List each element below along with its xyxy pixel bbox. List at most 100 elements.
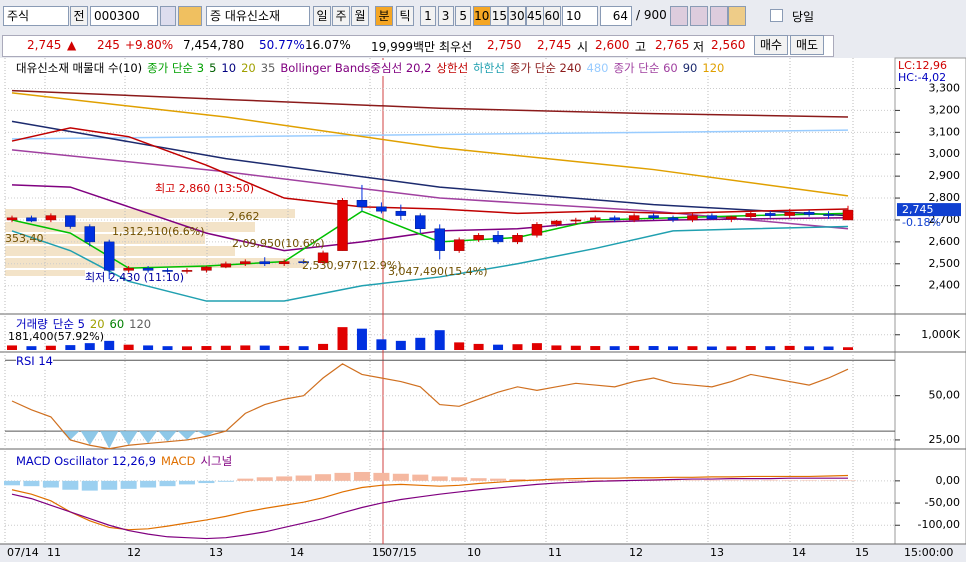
volume-bar	[240, 345, 251, 350]
volume-bar	[415, 337, 426, 350]
legend-item: 20	[241, 61, 256, 75]
candle-body	[706, 215, 718, 220]
volume-bar	[454, 342, 465, 350]
candle-body	[201, 266, 212, 271]
candle-body	[317, 252, 329, 263]
legend-item: 60	[109, 317, 125, 331]
lc-label: LC:12,96	[898, 59, 947, 72]
time-label: 12	[127, 546, 141, 559]
volume-bar	[26, 346, 37, 350]
candle-body	[512, 235, 523, 243]
candle-body	[745, 213, 757, 217]
candle-body	[103, 241, 115, 271]
candle-body	[492, 235, 504, 243]
tool-icon[interactable]	[728, 6, 746, 26]
annotation: 3,047,490(15.4%)	[388, 265, 488, 278]
oscillator-bar	[548, 479, 565, 481]
oscillator-bar	[178, 480, 195, 485]
interval-button[interactable]: 60	[543, 6, 562, 26]
sell-button[interactable]: 매도	[790, 35, 824, 55]
volume-bar	[473, 343, 484, 350]
legend-item: 시그널	[200, 454, 233, 468]
tool-icon[interactable]	[710, 6, 728, 26]
volume-bar	[65, 345, 76, 350]
macd-legend: MACD Oscillator 12,26,9 MACD 시그널	[16, 453, 238, 469]
change: 245	[97, 38, 120, 52]
annotation: 최고 2,860 (13:50)	[155, 182, 254, 195]
candle-body	[26, 217, 37, 222]
hc-label: HC:-4,02	[898, 71, 946, 84]
y-tick-label: -100,00	[918, 518, 960, 531]
code-input[interactable]: 000300	[90, 6, 158, 26]
rsi-fill	[119, 431, 138, 446]
market-select[interactable]: 주식	[3, 6, 69, 26]
time-label: 14	[792, 546, 806, 559]
y-tick-label: 3,200	[929, 103, 961, 116]
interval-button[interactable]: 1	[420, 6, 436, 26]
open-label: 시	[577, 40, 589, 54]
tool-icon[interactable]	[670, 6, 688, 26]
axis-bg	[894, 57, 966, 545]
candle-body	[84, 226, 96, 243]
count-input[interactable]: 64	[600, 6, 632, 26]
y-tick-label: 2,600	[929, 235, 961, 248]
volume-bar	[609, 346, 620, 350]
candle-body	[45, 215, 57, 221]
period-button[interactable]: 분	[375, 6, 393, 26]
time-axis-bg	[0, 545, 966, 562]
period-button[interactable]: 월	[351, 6, 369, 26]
candle-body	[590, 217, 601, 221]
buy-button[interactable]: 매수	[754, 35, 788, 55]
time-label: 12	[629, 546, 643, 559]
interval-button[interactable]: 30	[508, 6, 526, 26]
code-prefix[interactable]: 전	[70, 6, 88, 26]
period-button[interactable]: 틱	[396, 6, 414, 26]
period-button[interactable]: 일	[313, 6, 331, 26]
interval-button[interactable]: 5	[455, 6, 472, 26]
candle-body	[123, 267, 134, 271]
annotation: 2,662	[228, 210, 260, 223]
volume-bar	[687, 346, 698, 350]
search-icon[interactable]	[160, 6, 176, 26]
candle-body	[142, 267, 154, 271]
indicator-line	[11, 92, 849, 197]
volume-bar	[298, 346, 309, 350]
interval-select[interactable]: 10	[562, 6, 598, 26]
legend-item: 35	[260, 61, 276, 75]
price: 2,745	[27, 38, 62, 52]
tool-icon[interactable]	[690, 6, 708, 26]
y-tick-label: 25,00	[929, 433, 961, 446]
volume-bar	[765, 346, 776, 350]
candle-body	[181, 270, 193, 272]
interval-button[interactable]: 15	[490, 6, 509, 26]
volume-bar	[123, 344, 134, 350]
rsi-fill	[61, 431, 80, 440]
y-tick-label: 2,500	[929, 257, 961, 270]
interval-button[interactable]: 3	[437, 6, 454, 26]
interval-button[interactable]: 45	[525, 6, 544, 26]
candle-body	[609, 217, 620, 221]
volume-bar	[84, 343, 95, 350]
volume-bar	[395, 340, 406, 350]
speaker-icon[interactable]	[178, 6, 202, 26]
candle-body	[570, 219, 582, 222]
legend-item: Bollinger Bands중심선 20,2	[280, 61, 432, 75]
rsi-fill	[139, 431, 158, 444]
time-label: 15:00:00	[904, 546, 953, 559]
candle-body	[842, 209, 854, 221]
candle-body	[240, 261, 251, 265]
candle-body	[667, 217, 679, 221]
period-button[interactable]: 주	[332, 6, 350, 26]
today-checkbox[interactable]	[770, 9, 783, 22]
candle-body	[453, 239, 465, 251]
profile-band	[5, 234, 205, 244]
interval-button[interactable]: 10	[472, 6, 491, 26]
oscillator-bar	[101, 480, 118, 490]
time-label: 07/15	[385, 546, 417, 559]
rsi-line	[11, 363, 849, 450]
oscillator-bar	[431, 476, 448, 481]
legend-item: 종가 단순 240	[509, 61, 582, 75]
annotation: 2,09,950(10.6%)	[232, 237, 325, 250]
annotation: 353,40	[5, 232, 44, 245]
